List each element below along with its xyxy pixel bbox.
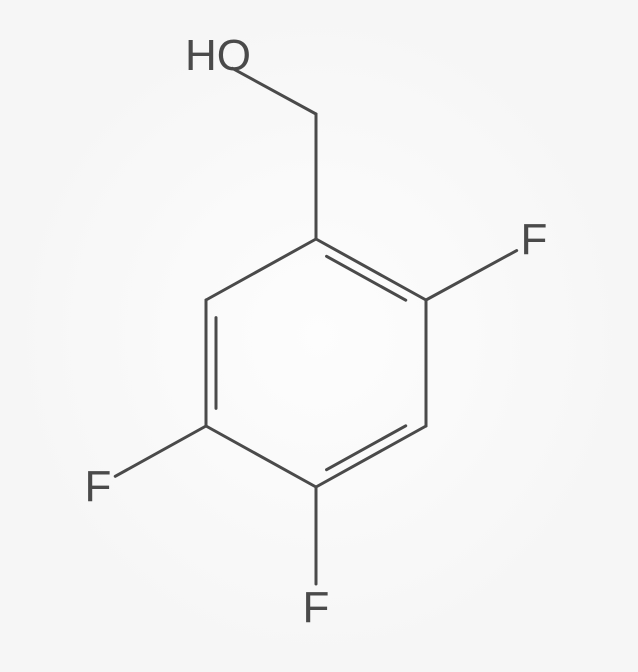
atom-label-f: F: [521, 215, 548, 265]
atom-label-ho: HO: [185, 31, 251, 81]
atom-label-f: F: [303, 583, 330, 633]
atom-label-f: F: [85, 462, 112, 512]
molecule-canvas: HO F F F: [0, 0, 638, 672]
bond-layer: [0, 0, 638, 672]
